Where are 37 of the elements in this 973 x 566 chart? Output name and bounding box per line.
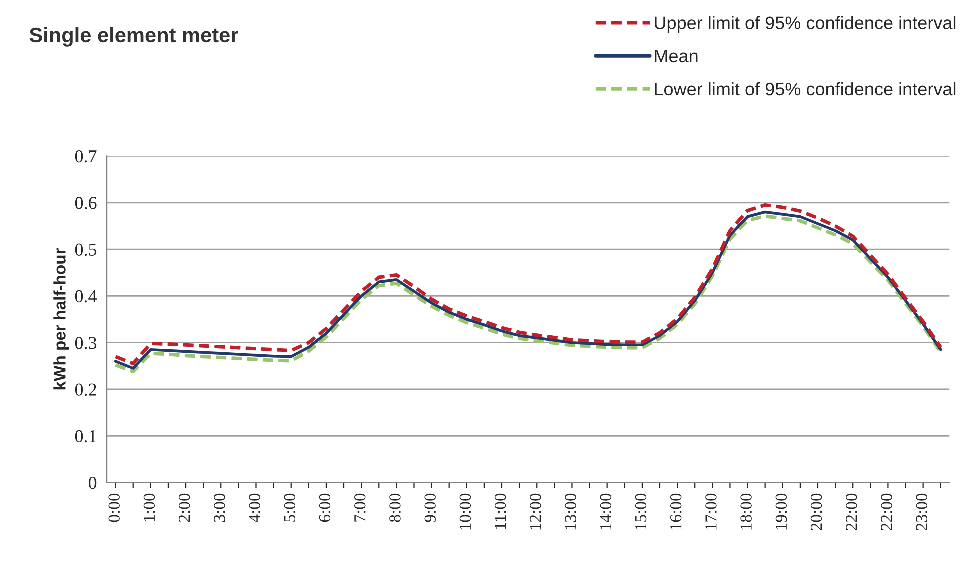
legend-label: Upper limit of 95% confidence interval xyxy=(655,16,956,34)
x-tick-label: 9:00 xyxy=(424,494,436,522)
x-tick-label: 0:00 xyxy=(108,494,120,522)
x-tick-label: 13:00 xyxy=(565,494,576,530)
chart-title: Single element meter xyxy=(30,27,238,47)
x-tick-label: 19:00 xyxy=(776,494,788,530)
x-tick-label: 16:00 xyxy=(670,494,682,530)
x-tick-label: 7:00 xyxy=(354,494,366,522)
x-tick-label: 10:00 xyxy=(460,494,472,530)
x-tick-label: 17:00 xyxy=(706,494,717,530)
legend-label: Lower limit of 95% confidence interval xyxy=(655,82,956,96)
y-tick-label: 0.3 xyxy=(75,337,97,350)
x-tick-label: 8:00 xyxy=(390,494,401,522)
y-tick-label: 0.1 xyxy=(75,430,96,443)
x-tick-label: 18:00 xyxy=(740,494,752,530)
x-tick-label: 15:00 xyxy=(635,494,647,530)
x-tick-label: 2:00 xyxy=(178,494,190,522)
y-tick-label: 0.7 xyxy=(75,150,97,163)
legend-label: Mean xyxy=(655,50,698,63)
x-tick-label: 14:00 xyxy=(600,494,612,530)
y-tick-label: 0.5 xyxy=(75,244,97,256)
x-tick-label: 3:00 xyxy=(214,494,226,522)
y-tick-label: 0.2 xyxy=(75,384,96,396)
x-tick-label: 20:00 xyxy=(810,494,822,530)
x-tick-label: 1:00 xyxy=(144,494,156,522)
y-axis-title: kWh per half-hour xyxy=(54,248,70,390)
x-tick-label: 23:00 xyxy=(916,494,928,530)
x-tick-label: 6:00 xyxy=(319,494,331,522)
x-tick-label: 4:00 xyxy=(249,494,260,523)
x-tick-label: 22:00 xyxy=(846,494,858,530)
x-tick-label: 11:00 xyxy=(494,494,506,530)
y-tick-label: 0 xyxy=(88,477,97,490)
y-tick-label: 0.6 xyxy=(75,197,97,210)
y-tick-label: 0.4 xyxy=(75,290,98,303)
x-tick-label: 12:00 xyxy=(530,494,542,530)
x-tick-label: 22:00 xyxy=(881,494,892,530)
x-tick-label: 5:00 xyxy=(284,494,296,522)
